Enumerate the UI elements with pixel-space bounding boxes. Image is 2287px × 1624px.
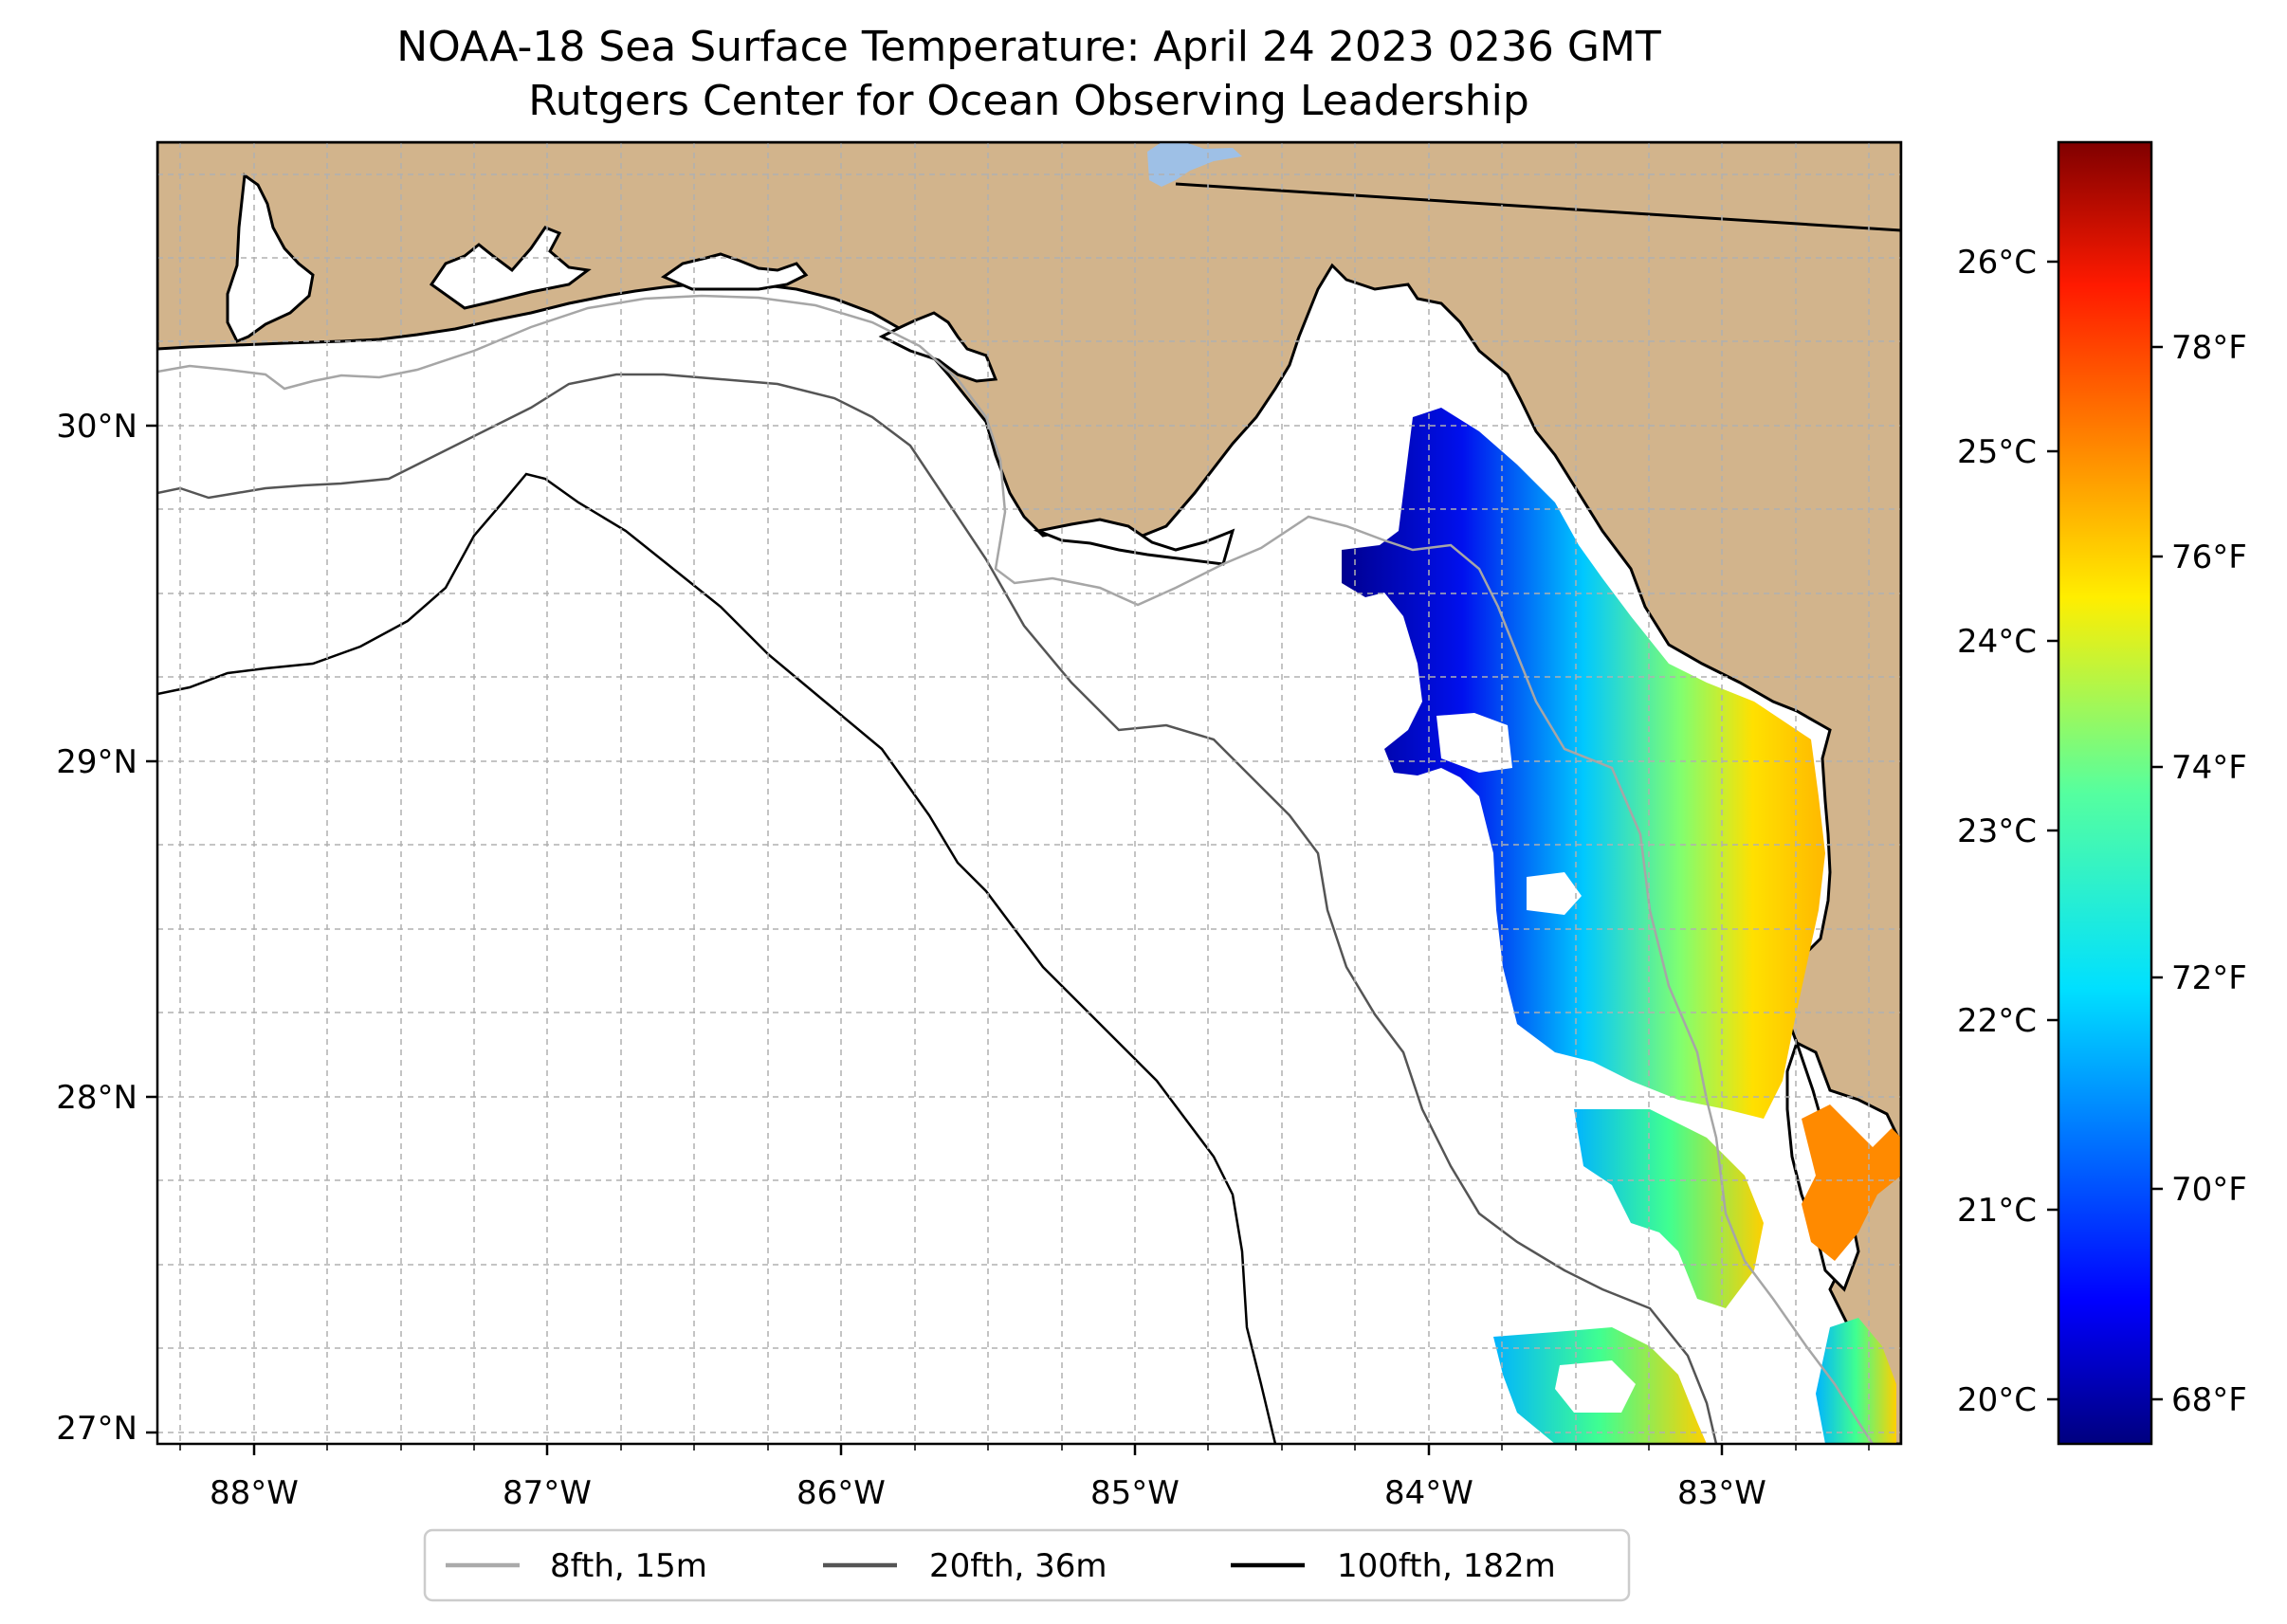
legend-label-20fth: 20fth, 36m — [929, 1547, 1107, 1585]
axis-tick-marks — [146, 424, 1724, 1455]
cbar-f-74: 74°F — [2171, 749, 2247, 787]
map-panel: 88°W 87°W 86°W 85°W 84°W 83°W 30°N 29°N … — [56, 140, 1903, 1512]
cbar-f-68: 68°F — [2171, 1381, 2247, 1419]
lon-label-87w: 87°W — [503, 1474, 592, 1512]
colorbar: 26°C 25°C 24°C 23°C 22°C 21°C 20°C 78°F … — [1957, 140, 2247, 1446]
state-boundary-line — [1175, 182, 1901, 232]
cbar-f-76: 76°F — [2171, 538, 2247, 576]
legend-label-8fth: 8fth, 15m — [550, 1547, 707, 1585]
cloud-gap-2 — [1527, 872, 1582, 915]
isobath-100fth — [157, 472, 1277, 1444]
cbar-c-22: 22°C — [1957, 1002, 2037, 1040]
cbar-c-25: 25°C — [1957, 433, 2037, 471]
lat-label-27n: 27°N — [56, 1410, 137, 1448]
cbar-c-21: 21°C — [1957, 1192, 2037, 1230]
isobath-8fth — [157, 294, 1875, 1444]
inland-lake — [1147, 142, 1242, 187]
cbar-f-70: 70°F — [2171, 1171, 2247, 1209]
cbar-c-24: 24°C — [1957, 623, 2037, 661]
choctawhatchee-bay — [660, 252, 809, 291]
title-line-1: NOAA-18 Sea Surface Temperature: April 2… — [396, 23, 1661, 71]
lon-label-84w: 84°W — [1384, 1474, 1473, 1512]
colorbar-tick-marks — [2047, 260, 2163, 1401]
sst-swath-main — [1342, 408, 1825, 1119]
map-gridlines — [157, 142, 1901, 1444]
cbar-c-26: 26°C — [1957, 244, 2037, 282]
legend-box — [423, 1528, 1631, 1602]
cbar-f-78: 78°F — [2171, 329, 2247, 367]
sst-patch-coast — [1802, 1104, 1901, 1261]
axis-minor-ticks — [179, 1444, 1870, 1451]
lat-label-29n: 29°N — [56, 743, 137, 781]
sst-swath-south — [1574, 1109, 1764, 1308]
cbar-c-20: 20°C — [1957, 1381, 2037, 1419]
title-line-2: Rutgers Center for Ocean Observing Leade… — [528, 77, 1529, 125]
isobath-legend: 8fth, 15m 20fth, 36m 100fth, 182m — [423, 1528, 1631, 1602]
sst-patch-se — [1816, 1318, 1896, 1444]
lon-label-85w: 85°W — [1090, 1474, 1180, 1512]
cbar-c-23: 23°C — [1957, 812, 2037, 850]
lon-label-83w: 83°W — [1677, 1474, 1766, 1512]
lon-label-86w: 86°W — [796, 1474, 886, 1512]
cbar-f-72: 72°F — [2171, 959, 2247, 997]
lat-label-30n: 30°N — [56, 408, 137, 446]
lat-label-28n: 28°N — [56, 1079, 137, 1117]
st-andrew-bay — [878, 311, 998, 383]
sst-data-field — [1342, 408, 1901, 1444]
colorbar-gradient — [2057, 140, 2153, 1446]
mobile-bay — [226, 173, 315, 343]
isobath-20fth — [157, 373, 1718, 1444]
lon-label-88w: 88°W — [210, 1474, 299, 1512]
map-frame — [156, 140, 1903, 1446]
legend-label-100fth: 100fth, 182m — [1337, 1547, 1556, 1585]
cloud-gap-1 — [1436, 713, 1512, 773]
